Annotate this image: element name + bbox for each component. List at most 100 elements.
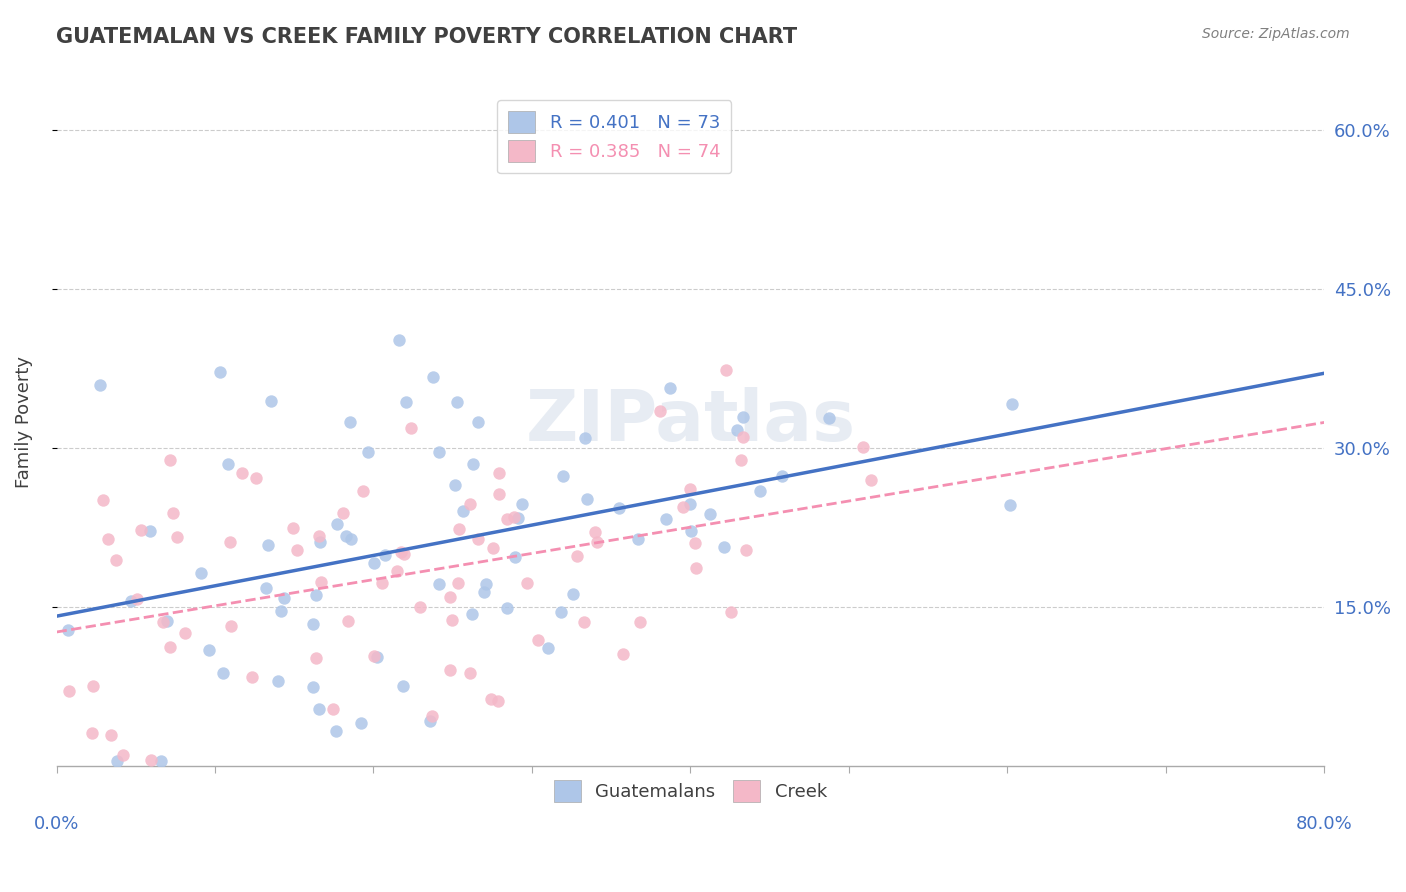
Y-axis label: Family Poverty: Family Poverty bbox=[15, 356, 32, 488]
Point bbox=[129, 523, 152, 537]
Point bbox=[139, 524, 162, 538]
Point bbox=[211, 666, 233, 681]
Point bbox=[389, 545, 412, 559]
Point bbox=[56, 624, 79, 638]
Point bbox=[655, 512, 678, 526]
Point bbox=[458, 666, 481, 681]
Text: 0.0%: 0.0% bbox=[34, 814, 79, 832]
Point bbox=[427, 577, 450, 591]
Point bbox=[80, 725, 103, 739]
Point bbox=[240, 670, 263, 684]
Point bbox=[475, 577, 498, 591]
Point bbox=[583, 525, 606, 540]
Point bbox=[681, 524, 703, 538]
Point bbox=[308, 529, 330, 543]
Point bbox=[125, 592, 148, 607]
Point bbox=[440, 614, 463, 628]
Point bbox=[93, 492, 115, 507]
Text: 80.0%: 80.0% bbox=[1296, 814, 1353, 832]
Point bbox=[443, 478, 465, 492]
Point bbox=[89, 377, 111, 392]
Point bbox=[679, 497, 702, 511]
Point bbox=[458, 497, 481, 511]
Point bbox=[679, 482, 702, 496]
Point bbox=[607, 500, 630, 515]
Point bbox=[479, 692, 502, 706]
Point bbox=[628, 615, 651, 629]
Point bbox=[257, 538, 280, 552]
Point bbox=[311, 574, 333, 589]
Text: GUATEMALAN VS CREEK FAMILY POVERTY CORRELATION CHART: GUATEMALAN VS CREEK FAMILY POVERTY CORRE… bbox=[56, 27, 797, 46]
Point bbox=[231, 467, 253, 481]
Point bbox=[245, 471, 267, 485]
Point bbox=[363, 556, 385, 570]
Point bbox=[305, 650, 328, 665]
Point bbox=[217, 457, 239, 471]
Point bbox=[302, 680, 325, 694]
Point bbox=[461, 457, 484, 471]
Point bbox=[561, 587, 583, 601]
Point bbox=[58, 683, 80, 698]
Point bbox=[152, 615, 174, 630]
Point bbox=[699, 507, 721, 521]
Point bbox=[467, 532, 489, 546]
Point bbox=[852, 440, 875, 454]
Point bbox=[112, 747, 135, 762]
Point bbox=[447, 522, 470, 536]
Point bbox=[488, 487, 510, 501]
Point bbox=[516, 576, 538, 591]
Point bbox=[174, 626, 197, 640]
Point bbox=[685, 561, 707, 575]
Point bbox=[190, 566, 212, 580]
Point bbox=[198, 642, 221, 657]
Text: ZIPatlas: ZIPatlas bbox=[526, 387, 855, 457]
Point bbox=[735, 543, 758, 558]
Point bbox=[461, 607, 484, 621]
Point bbox=[120, 594, 142, 608]
Point bbox=[219, 535, 242, 549]
Point bbox=[156, 614, 179, 628]
Point bbox=[385, 564, 408, 578]
Point bbox=[281, 521, 304, 535]
Point bbox=[482, 541, 505, 555]
Point bbox=[104, 553, 127, 567]
Point bbox=[612, 647, 634, 661]
Point bbox=[322, 701, 344, 715]
Point bbox=[733, 430, 755, 444]
Point bbox=[439, 590, 461, 604]
Point bbox=[429, 445, 451, 459]
Point bbox=[551, 469, 574, 483]
Point bbox=[335, 529, 357, 543]
Point bbox=[506, 511, 529, 525]
Point bbox=[388, 333, 411, 347]
Point bbox=[340, 532, 363, 546]
Point bbox=[567, 549, 589, 563]
Point bbox=[363, 649, 385, 664]
Point bbox=[105, 754, 128, 768]
Point bbox=[488, 466, 510, 480]
Point bbox=[575, 492, 598, 507]
Point bbox=[305, 588, 328, 602]
Point bbox=[366, 650, 388, 665]
Point bbox=[302, 617, 325, 632]
Point bbox=[166, 530, 188, 544]
Point bbox=[409, 599, 432, 614]
Point bbox=[392, 680, 415, 694]
Point bbox=[672, 500, 695, 514]
Point bbox=[714, 363, 737, 377]
Point bbox=[439, 663, 461, 677]
Point bbox=[748, 483, 770, 498]
Point bbox=[285, 543, 308, 558]
Point bbox=[446, 394, 468, 409]
Point bbox=[550, 605, 572, 619]
Point bbox=[332, 506, 354, 520]
Point bbox=[725, 423, 748, 437]
Point bbox=[326, 516, 349, 531]
Point bbox=[159, 453, 181, 467]
Point bbox=[371, 576, 394, 591]
Text: Source: ZipAtlas.com: Source: ZipAtlas.com bbox=[1202, 27, 1350, 41]
Point bbox=[585, 535, 607, 549]
Point bbox=[720, 605, 742, 619]
Point bbox=[100, 728, 122, 742]
Point bbox=[149, 754, 172, 768]
